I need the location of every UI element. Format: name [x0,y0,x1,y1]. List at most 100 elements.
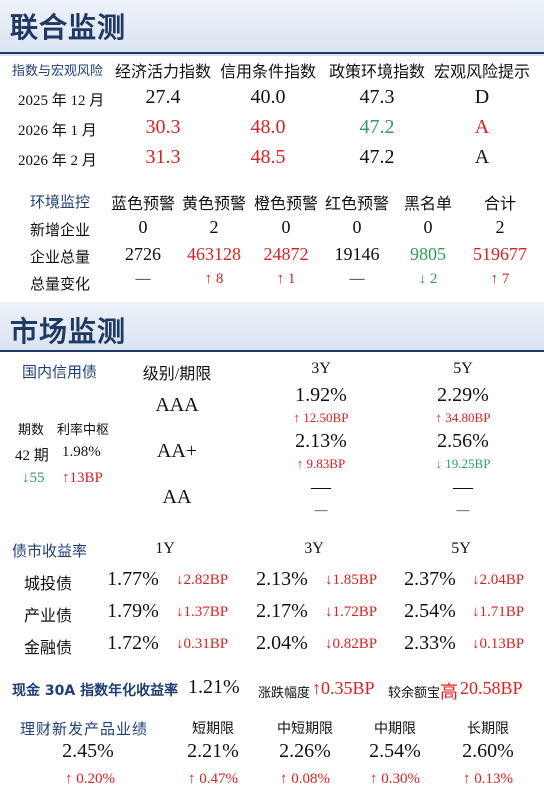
index-value: 40.0 [250,86,286,108]
env-row-label: 新增企业 [30,223,91,239]
wealth-term-change: ↑ 0.13% [463,771,513,787]
yield-change: ↓1.71BP [472,604,525,620]
header-economic-vitality: 经济活力指数 [114,64,212,81]
rate-center-change: ↑13BP [62,470,103,486]
yield-value: 2.04% [256,632,308,654]
wealth-term-change: ↑ 0.47% [188,771,238,787]
wealth-overall-value: 2.45% [62,740,114,762]
header-divider [0,350,544,352]
col-5y-header: 5Y [453,360,473,377]
env-value: ↑ 8 [204,271,224,287]
index-value: D [474,86,490,108]
yield-3y: — [311,476,331,498]
yield-3y-change: — [314,502,328,517]
header-blue-warning: 蓝色预警 [110,196,176,213]
index-value: A [474,116,490,138]
env-value: — [349,271,365,287]
cash-change-value: ↑0.35BP [312,678,375,698]
index-value: A [474,146,490,168]
yield-value: 1.77% [107,568,159,590]
joint-monitor-title: 联合监测 [10,11,127,44]
header-orange-warning: 橙色预警 [253,196,319,213]
env-row-label: 企业总量 [30,250,91,266]
env-value: 0 [281,217,291,237]
yield-change: ↓0.13BP [472,636,525,652]
yield-change: ↓2.82BP [176,572,229,588]
joint-monitor-header: 联合监测 [0,0,544,56]
yield-change: ↓0.82BP [325,636,378,652]
yield-col-5y: 5Y [451,540,471,557]
env-value: 463128 [187,244,241,264]
env-value: 2 [209,217,219,237]
yield-value: 2.17% [256,600,308,622]
bond-yield-label: 债市收益率 [12,542,88,560]
domestic-credit-label: 国内信用债 [22,363,98,381]
yield-value: 2.54% [404,600,456,622]
wealth-term-label: 短期限 [192,721,234,737]
index-value: 30.3 [145,116,181,138]
header-yellow-warning: 黄色预警 [181,196,247,213]
header-policy-environment: 政策环境指数 [328,64,426,81]
env-corner-label: 环境监控 [30,193,91,211]
index-value: 48.5 [250,146,286,168]
index-value: 27.4 [145,86,181,108]
market-monitor-header: 市场监测 [0,302,544,352]
wealth-term-value: 2.26% [279,740,331,762]
yield-change: ↓1.72BP [325,604,378,620]
wealth-term-change: ↑ 0.08% [280,771,330,787]
env-value: 9805 [410,244,446,264]
header-total: 合计 [483,196,517,213]
yield-3y-change: ↑ 12.50BP [293,410,349,425]
wealth-term-label: 中期限 [374,721,416,737]
yield-5y-change: ↑ 34.80BP [435,410,491,425]
grade-term-header: 级别/期限 [142,366,212,383]
index-value: 47.2 [359,146,395,168]
cash-index-value: 1.21% [188,676,240,698]
env-value: 0 [352,217,362,237]
cash-index-label: 现金 30A 指数年化收益率 [12,683,179,699]
wealth-term-label: 中短期限 [277,721,333,737]
index-corner-label: 指数与宏观风险 [12,64,104,79]
yield-change: ↓1.37BP [176,604,229,620]
vs-yuebao-word: 高 [440,682,458,703]
yield-row-label: 城投债 [24,576,73,593]
grade-label: AA+ [156,440,198,462]
header-credit-condition: 信用条件指数 [219,64,317,81]
wealth-product-label: 理财新发产品业绩 [20,720,149,738]
wealth-term-value: 2.21% [187,740,239,762]
periods-label: 期数 [18,422,45,437]
env-value: 2726 [125,244,161,264]
wealth-term-value: 2.60% [462,740,514,762]
col-3y-header: 3Y [311,360,331,377]
env-row-label: 总量变化 [30,277,91,293]
periods-change: ↓55 [22,470,45,486]
periods-value: 42 期 [15,448,49,464]
market-monitor-title: 市场监测 [10,315,127,348]
vs-yuebao-label: 较余额宝 [388,686,441,701]
yield-value: 2.33% [404,632,456,654]
header-macro-risk: 宏观风险提示 [433,64,531,81]
wealth-term-value: 2.54% [369,740,421,762]
env-value: — [135,271,151,287]
yield-change: ↓0.31BP [176,636,229,652]
index-value: 31.3 [145,146,181,168]
header-red-warning: 红色预警 [324,196,390,213]
rate-center-value: 1.98% [62,444,101,460]
period-label: 2026 年 1 月 [18,123,97,139]
yield-value: 2.13% [256,568,308,590]
env-value: 19146 [334,244,380,264]
wealth-term-change: ↑ 0.30% [370,771,420,787]
env-value: 2 [495,217,505,237]
yield-5y-change: — [456,502,470,517]
grade-label: AAA [155,394,199,416]
yield-5y: 2.56% [437,430,489,452]
cash-change-label: 涨跌幅度 [258,686,311,701]
yield-3y-change: ↑ 9.83BP [296,456,346,471]
index-value: 47.2 [359,116,395,138]
wealth-overall-change: ↑ 0.20% [65,771,115,787]
yield-row-label: 产业债 [24,608,73,625]
env-value: 519677 [473,244,527,264]
yield-col-3y: 3Y [304,540,324,557]
yield-value: 2.37% [404,568,456,590]
period-label: 2026 年 2 月 [18,153,97,169]
